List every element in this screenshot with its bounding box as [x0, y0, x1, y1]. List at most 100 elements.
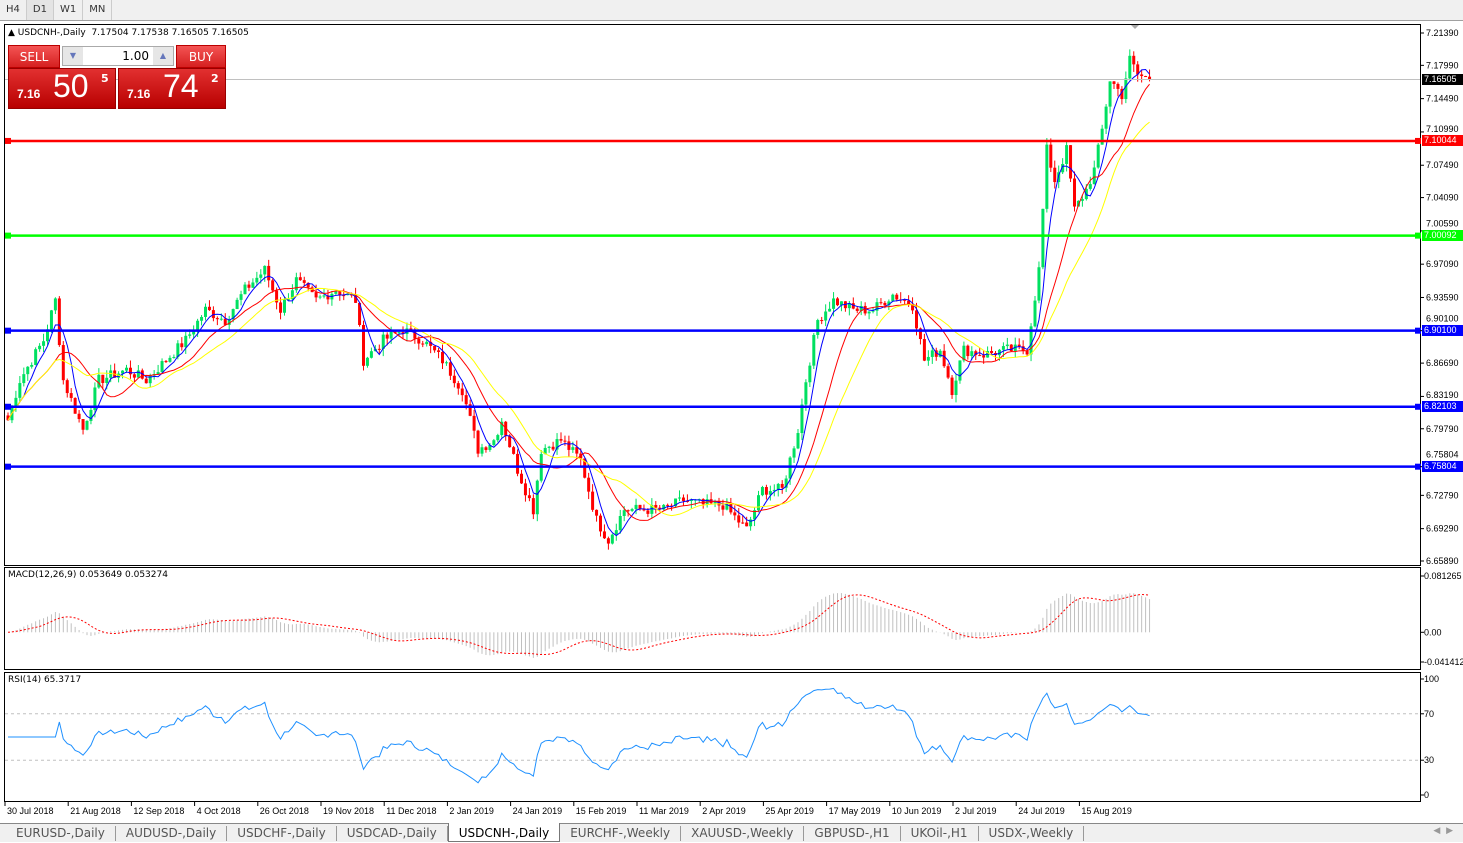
timeframe-h4[interactable]: H4 — [0, 0, 27, 20]
tab-prev-icon[interactable]: ◀ — [1433, 826, 1441, 836]
candle-body — [306, 282, 310, 288]
candle — [267, 259, 271, 288]
candle-body — [49, 310, 53, 330]
candle-body — [500, 421, 504, 436]
date-tick-label: 2 Apr 2019 — [702, 806, 746, 816]
candle-body — [128, 367, 132, 375]
candle — [429, 334, 433, 354]
candle-body — [788, 457, 792, 479]
candle — [30, 362, 34, 369]
timeframe-d1[interactable]: D1 — [26, 0, 54, 20]
candle — [535, 479, 539, 522]
candle — [753, 507, 757, 527]
tab-usdx[interactable]: USDX-,Weekly — [979, 826, 1085, 841]
candle-body — [290, 290, 294, 300]
price-tick-label: 7.10990 — [1426, 124, 1459, 134]
lot-size-stepper[interactable]: ▼ 1.00 ▲ — [62, 46, 174, 66]
candle-body — [599, 515, 602, 532]
candle — [926, 350, 930, 366]
candle-body — [903, 299, 907, 301]
tab-usdcnh[interactable]: USDCNH-,Daily — [447, 823, 561, 842]
candle-body — [915, 310, 918, 329]
candle-body — [464, 395, 468, 405]
candle-body — [926, 356, 930, 361]
price-tick-label: 6.93590 — [1426, 292, 1459, 302]
price-tick-label: 6.72790 — [1426, 490, 1459, 500]
increase-lot-icon[interactable]: ▲ — [153, 47, 173, 65]
candle — [812, 333, 816, 370]
price-tick-label: 7.04090 — [1426, 193, 1459, 203]
candle-body — [1140, 74, 1144, 77]
candle — [381, 329, 385, 357]
candle — [239, 290, 243, 306]
tab-audusd[interactable]: AUDUSD-,Daily — [116, 826, 228, 841]
candle-body — [456, 383, 460, 389]
tab-eurchf[interactable]: EURCHF-,Weekly — [560, 826, 682, 841]
rsi-tick-label: 70 — [1424, 709, 1434, 719]
candle — [57, 296, 61, 347]
candle — [85, 420, 89, 431]
candle — [606, 536, 610, 550]
tab-usdchf[interactable]: USDCHF-,Daily — [227, 826, 337, 841]
timeframe-mn[interactable]: MN — [83, 0, 113, 20]
tab-xauusd[interactable]: XAUUSD-,Weekly — [681, 826, 805, 841]
candle-body — [784, 478, 788, 488]
candle-body — [318, 296, 322, 298]
candle-body — [259, 274, 263, 278]
price-tick-label: 6.69290 — [1426, 524, 1459, 534]
candle — [302, 276, 306, 286]
decrease-lot-icon[interactable]: ▼ — [63, 47, 83, 65]
candle-body — [527, 495, 531, 499]
sell-button[interactable]: SELL — [8, 45, 60, 68]
candle-body — [1017, 344, 1021, 347]
sell-price-button[interactable]: 7.16 50 5 — [8, 68, 116, 109]
candle — [796, 428, 800, 450]
tab-usdcad[interactable]: USDCAD-,Daily — [337, 826, 448, 841]
timeframe-w1[interactable]: W1 — [54, 0, 84, 20]
candle-body — [369, 351, 373, 358]
candle-body — [389, 331, 393, 339]
candle-body — [567, 441, 571, 450]
candle-body — [227, 319, 231, 325]
candle — [472, 409, 476, 439]
candle — [678, 490, 681, 502]
candle — [978, 347, 982, 357]
price-tick-label: 6.97090 — [1426, 259, 1459, 269]
candle — [792, 446, 796, 463]
tab-ukoil[interactable]: UKOil-,H1 — [901, 826, 979, 841]
candle-body — [144, 378, 148, 384]
candle — [551, 441, 555, 451]
candle — [634, 498, 638, 515]
candle — [559, 432, 563, 444]
tab-next-icon[interactable]: ▶ — [1446, 826, 1453, 836]
candle-body — [271, 280, 275, 291]
macd-histogram — [11, 593, 1151, 658]
candle — [113, 363, 117, 378]
candle-body — [701, 499, 705, 505]
candle-body — [381, 334, 385, 349]
tab-eurusd[interactable]: EURUSD-,Daily — [6, 826, 116, 841]
lot-size-input[interactable]: 1.00 — [122, 49, 149, 63]
tab-gbpusd[interactable]: GBPUSD-,H1 — [804, 826, 901, 841]
candle-body — [247, 284, 251, 288]
candle-body — [326, 295, 330, 300]
candle-body — [938, 350, 942, 357]
candle — [733, 505, 737, 521]
candle-body — [85, 420, 89, 430]
line-handle — [5, 403, 11, 410]
candle — [204, 303, 207, 321]
line-handle — [1415, 403, 1421, 410]
candle-body — [492, 440, 496, 445]
buy-price-button[interactable]: 7.16 74 2 — [118, 68, 226, 109]
candle — [235, 297, 239, 310]
candle-body — [749, 519, 753, 527]
candle-body — [283, 299, 286, 313]
line-handle — [5, 463, 11, 470]
candle — [859, 301, 863, 316]
candle — [772, 484, 776, 497]
buy-price-sup: 2 — [211, 72, 219, 85]
price-tick-label: 7.17990 — [1426, 60, 1459, 70]
candle — [69, 388, 73, 402]
buy-button[interactable]: BUY — [176, 45, 226, 68]
